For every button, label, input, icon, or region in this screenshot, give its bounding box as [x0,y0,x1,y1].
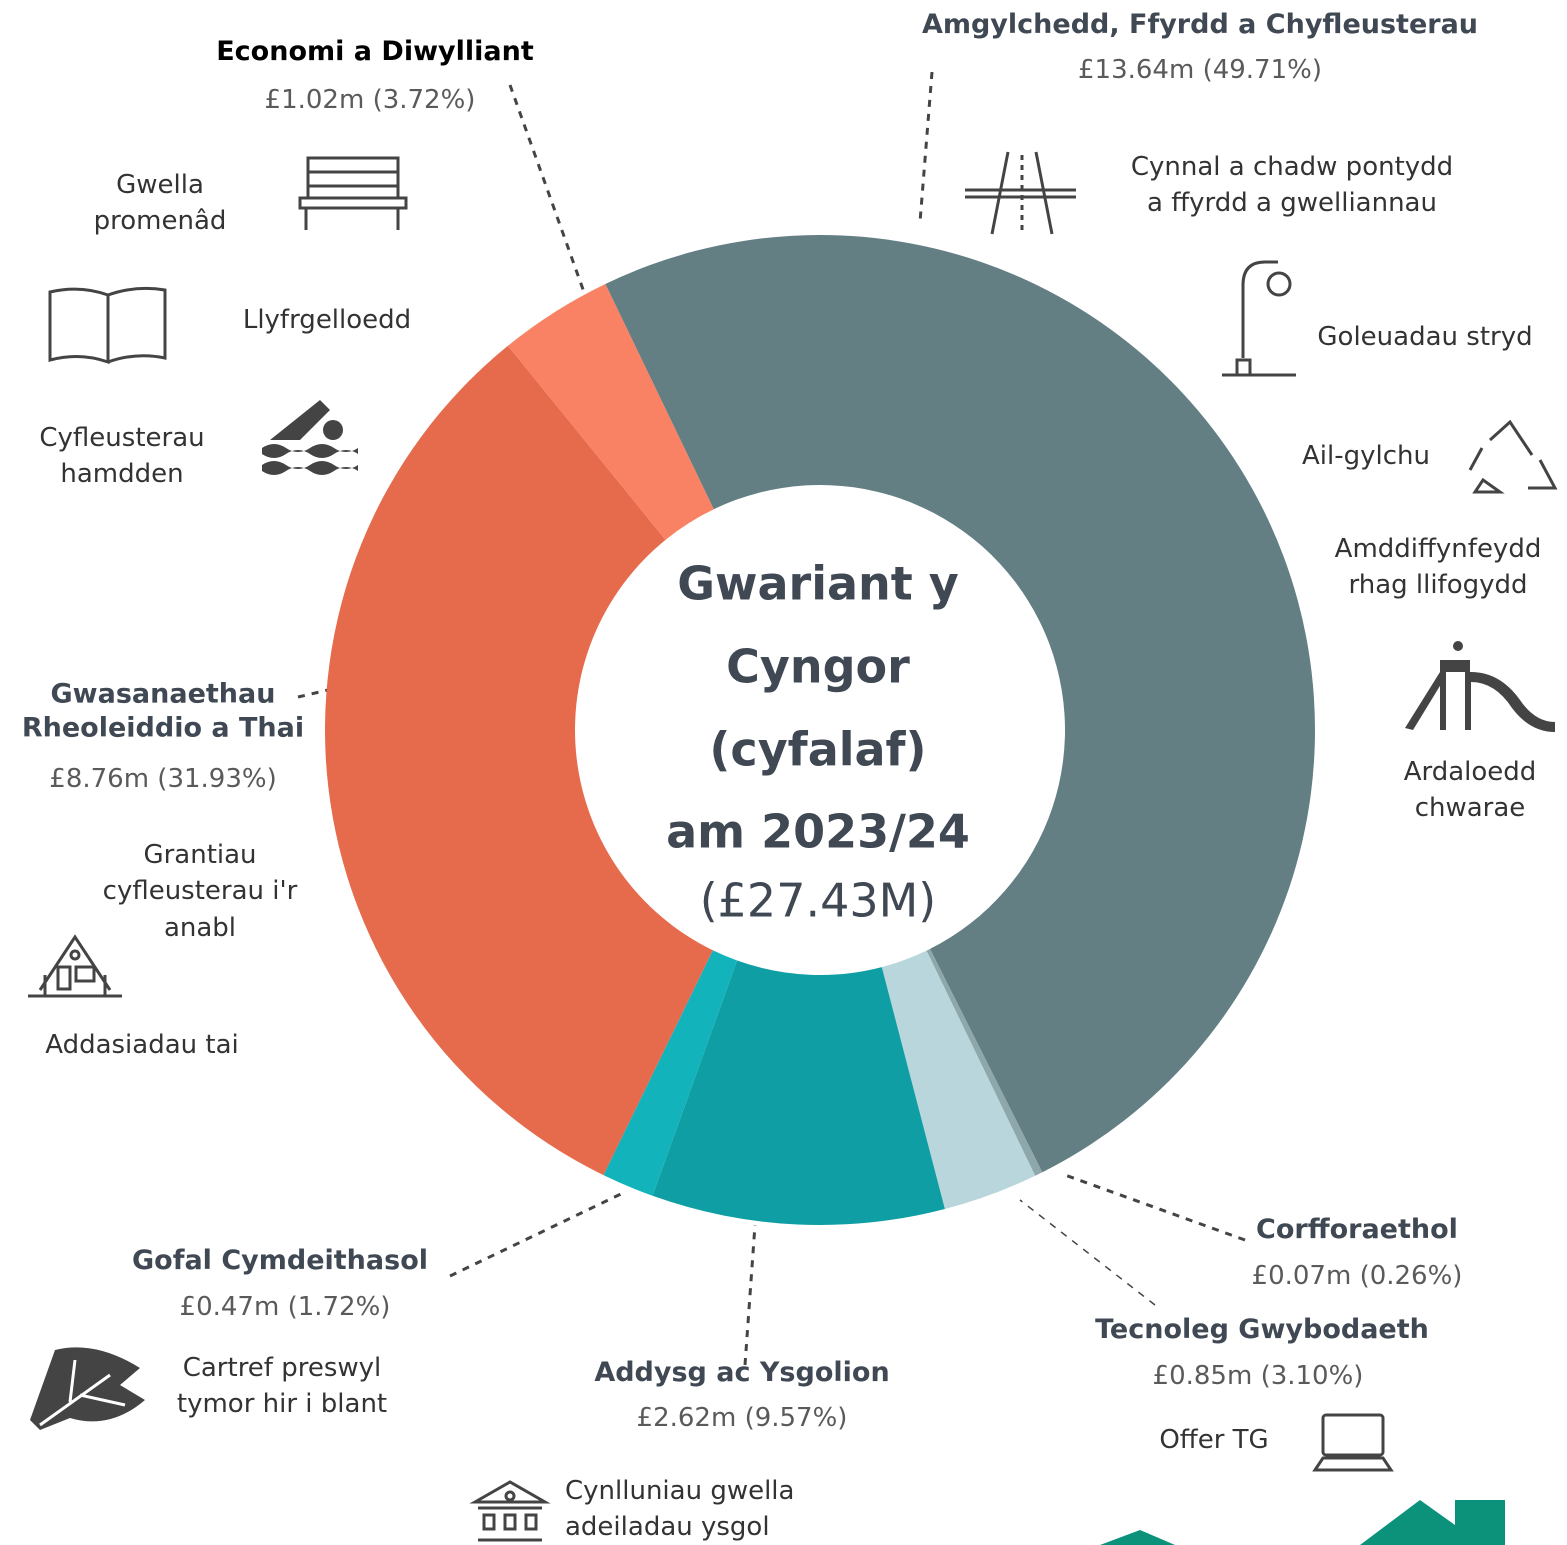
annotation-line: Offer TG [1159,1425,1269,1455]
category-label: Tecnoleg Gwybodaeth [1095,1314,1429,1346]
annotation-line: tymor hir i blant [176,1389,388,1420]
value-label: £0.07m (0.26%) [1251,1260,1463,1291]
annotation-line: anabl [163,912,237,943]
leader-line [297,688,329,699]
donut [324,235,1315,1226]
annotation-line: Cynlluniau gwella [565,1476,795,1506]
annotation: Offer TG [1159,1422,1268,1458]
annotation-line: rhag llifogydd [1348,570,1528,601]
donut-segment [881,950,1036,1209]
center-label: Gwariant y Cyngor (cyfalaf) am 2023/24 (£27… [608,542,1028,927]
playground-icon [1405,641,1555,732]
leaf-icon [30,1347,145,1430]
donut-segment [926,948,1043,1176]
streetlight-icon [1222,260,1296,377]
annotation: Cyfleusterau hamdden [39,420,204,493]
donut-segment [324,345,713,1176]
annotation-line: a ffyrdd a gwelliannau [1147,188,1437,219]
category-label: Economi a Diwylliant [216,36,534,68]
annotation: Ardaloedd chwarae [1404,754,1537,827]
center-title-line: (cyfalaf) [709,722,927,776]
value-label: £1.02m (3.72%) [264,84,476,115]
value-label: £2.62m (9.57%) [636,1402,848,1433]
value-label: £13.64m (49.71%) [1078,54,1322,85]
value-label: £0.47m (1.72%) [179,1291,391,1322]
center-title: Gwariant y Cyngor (cyfalaf) am 2023/24 [608,542,1028,873]
leader-line [918,71,934,223]
value-label: £0.85m (3.10%) [1152,1360,1364,1391]
donut-segment [652,960,945,1226]
leaf-vein [39,1359,126,1427]
annotation-line: chwarae [1414,793,1526,824]
value-label: £8.76m (31.93%) [49,763,277,794]
leader-line [508,84,587,296]
leader-line [449,1190,626,1278]
annotation-line: Addasiadau tai [45,1030,239,1060]
annotation-line: adeiladau ysgol [565,1512,770,1543]
center-title-line: Cyngor [726,639,910,694]
annotation: Cynlluniau gwella adeiladau ysgol [565,1473,794,1545]
leader-line [743,1224,757,1366]
annotation-line: Gwella [116,170,204,200]
icons [28,151,1558,1545]
leader-lines [297,71,1246,1366]
annotation-line: Goleuadau stryd [1317,322,1533,352]
center-title-line: Gwariant y [677,556,959,611]
annotation-line: Ardaloedd [1403,757,1537,787]
logo-shapes [1100,1500,1505,1545]
bench-icon [298,156,408,230]
laptop-icon [1312,1413,1394,1472]
center-subtitle: (£27.43M) [699,873,937,928]
annotation: Amddiffynfeydd rhag llifogydd [1335,531,1542,604]
book-icon [48,286,167,365]
annotation-line: Llyfrgelloedd [242,305,412,335]
annotation-line: Cyfleusterau [39,423,205,453]
annotation: Grantiau cyfleusterau i'r anabl [103,837,298,946]
annotation-line: Ail-gylchu [1302,441,1430,471]
leader-line [1019,1199,1156,1306]
category-label: Corfforaethol [1256,1214,1458,1246]
annotation-line: promenâd [93,206,227,237]
recycle-icon [1468,419,1558,494]
annotation-line: Cartref preswyl [182,1353,382,1383]
leader-line [1064,1173,1246,1242]
swim-icon [262,400,358,475]
annotation-line: cyfleusterau i'r [102,876,298,907]
donut-segment [605,235,1315,1173]
annotation: Cartref preswyl tymor hir i blant [177,1350,387,1423]
annotation-line: Grantiau [143,840,257,870]
category-label: Addysg ac Ysgolion [594,1357,890,1389]
category-label: Gofal Cymdeithasol [132,1245,428,1277]
annotation: Goleuadau stryd [1317,319,1532,355]
annotation-line: Cynnal a chadw pontydd [1130,152,1454,182]
annotation: Llyfrgelloedd [243,302,411,338]
donut-segment [507,283,714,540]
annotation: Cynnal a chadw pontydd a ffyrdd a gwellia… [1131,149,1453,222]
house-icon [28,934,122,998]
donut-segment [603,950,738,1196]
school-icon [469,1480,551,1542]
annotation: Gwella promenâd [94,167,227,240]
road-icon [965,151,1076,235]
annotation-line: Amddiffynfeydd [1334,534,1542,564]
annotation: Addasiadau tai [45,1027,239,1063]
category-label: Gwasanaethau Rheoleiddio a Thai [21,678,305,743]
annotation-line: hamdden [60,459,184,490]
annotation: Ail-gylchu [1302,438,1430,474]
category-label: Amgylchedd, Ffyrdd a Chyfleusterau [921,9,1479,41]
center-title-line: am 2023/24 [666,804,970,859]
